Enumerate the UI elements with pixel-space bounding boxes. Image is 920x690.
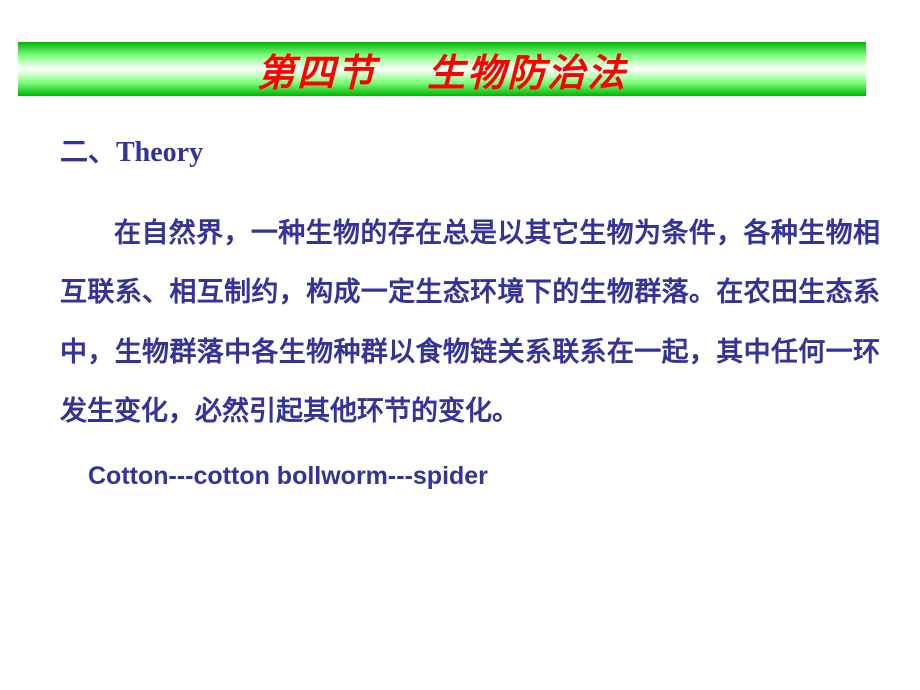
title-banner: 第四节 生物防治法 (18, 42, 866, 96)
content-area: 二、Theory 在自然界，一种生物的存在总是以其它生物为条件，各种生物相互联系… (60, 130, 880, 491)
title-text: 第四节 生物防治法 (257, 42, 627, 97)
body-paragraph: 在自然界，一种生物的存在总是以其它生物为条件，各种生物相互联系、相互制约，构成一… (60, 204, 880, 442)
section-heading: 二、Theory (60, 130, 880, 170)
example-text: Cotton---cotton bollworm---spider (88, 462, 880, 491)
